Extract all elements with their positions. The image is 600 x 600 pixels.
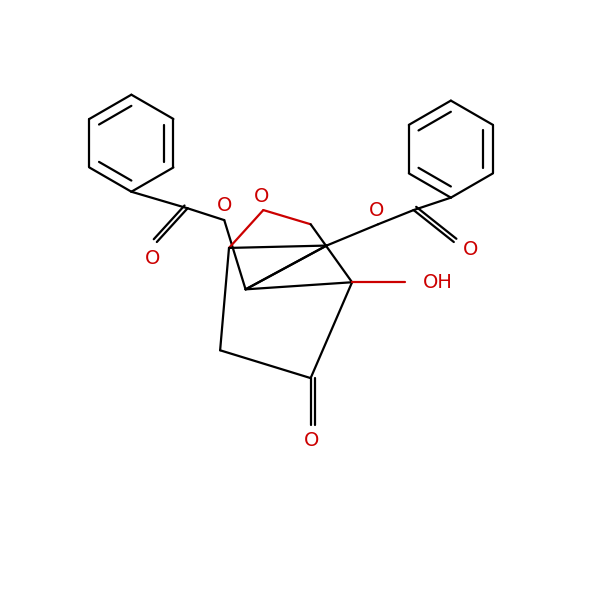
Text: O: O (369, 200, 385, 220)
Text: OH: OH (423, 273, 453, 292)
Text: O: O (254, 187, 269, 206)
Text: O: O (304, 431, 320, 451)
Text: O: O (463, 239, 478, 259)
Text: O: O (217, 196, 232, 215)
Text: O: O (145, 249, 160, 268)
